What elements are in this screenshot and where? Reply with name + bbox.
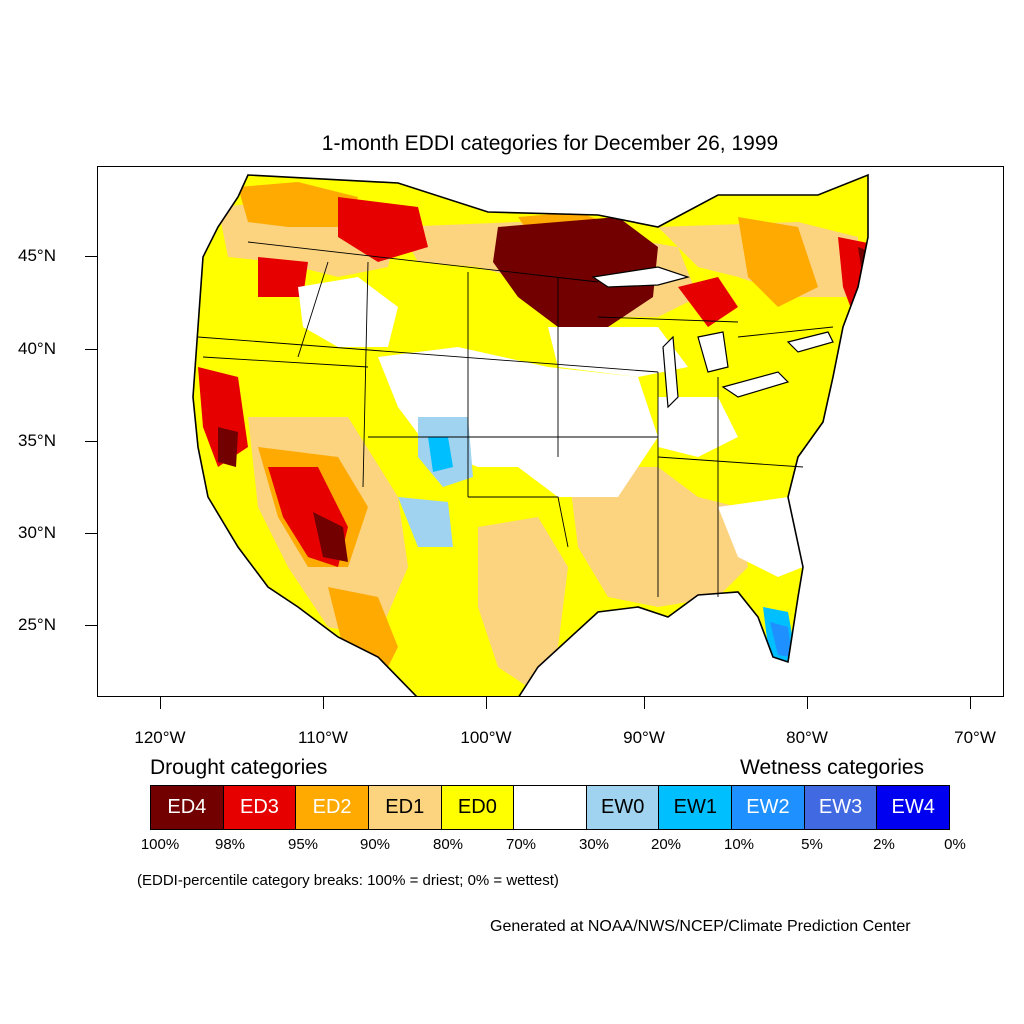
break-label: 95% <box>287 836 319 853</box>
legend-note: (EDDI-percentile category breaks: 100% =… <box>137 872 559 889</box>
legend-box-ed4: ED4 <box>151 786 224 829</box>
lat-tick <box>85 533 97 534</box>
legend-box-ew1: EW1 <box>659 786 733 829</box>
break-label: 98% <box>214 836 246 853</box>
map-canvas <box>98 167 1003 696</box>
lat-label-35: 35°N <box>18 431 56 450</box>
category-legend: ED4 ED3 ED2 ED1 ED0 EW0 EW1 EW2 EW3 EW4 <box>150 785 950 830</box>
legend-box-ed3: ED3 <box>223 786 297 829</box>
lat-label-25: 25°N <box>18 615 56 634</box>
credit-line: Generated at NOAA/NWS/NCEP/Climate Predi… <box>490 918 911 935</box>
lon-tick <box>160 697 161 709</box>
wetness-heading: Wetness categories <box>740 756 925 779</box>
lat-tick <box>85 625 97 626</box>
lat-tick <box>85 349 97 350</box>
legend-box-ew0: EW0 <box>586 786 660 829</box>
lon-label-110: 110°W <box>298 728 348 747</box>
break-label: 90% <box>359 836 391 853</box>
break-label: 70% <box>505 836 537 853</box>
legend-box-ew3: EW3 <box>804 786 878 829</box>
lon-label-120: 120°W <box>134 728 186 747</box>
lon-label-90: 90°W <box>623 728 665 747</box>
coastline <box>192 173 869 696</box>
eddi-map <box>97 166 1004 697</box>
legend-box-ed1: ED1 <box>368 786 442 829</box>
break-label: 30% <box>578 836 610 853</box>
break-label: 5% <box>801 836 823 853</box>
legend-box-normal <box>514 786 587 829</box>
lat-label-45: 45°N <box>18 246 56 265</box>
break-label: 10% <box>723 836 755 853</box>
drought-heading: Drought categories <box>150 756 328 779</box>
lat-tick <box>85 256 97 257</box>
break-label: 2% <box>873 836 895 853</box>
legend-box-ed0: ED0 <box>441 786 515 829</box>
lon-label-100: 100°W <box>460 728 512 747</box>
lon-tick <box>486 697 487 709</box>
lon-label-80: 80°W <box>786 728 828 747</box>
lon-tick <box>970 697 971 709</box>
lon-tick <box>323 697 324 709</box>
legend-box-ew4: EW4 <box>877 786 950 829</box>
legend-box-ew2: EW2 <box>732 786 805 829</box>
break-label: 20% <box>650 836 682 853</box>
break-label: 0% <box>944 836 966 853</box>
lat-label-40: 40°N <box>18 339 56 358</box>
state-boundaries <box>197 241 834 597</box>
break-label: 80% <box>432 836 464 853</box>
lon-tick <box>807 697 808 709</box>
great-lakes <box>591 266 834 409</box>
map-title: 1-month EDDI categories for December 26,… <box>321 132 779 155</box>
lon-label-70: 70°W <box>954 728 996 747</box>
legend-box-ed2: ED2 <box>296 786 369 829</box>
lat-label-30: 30°N <box>18 523 56 542</box>
break-label: 100% <box>140 836 180 853</box>
lon-tick <box>644 697 645 709</box>
lat-tick <box>85 441 97 442</box>
